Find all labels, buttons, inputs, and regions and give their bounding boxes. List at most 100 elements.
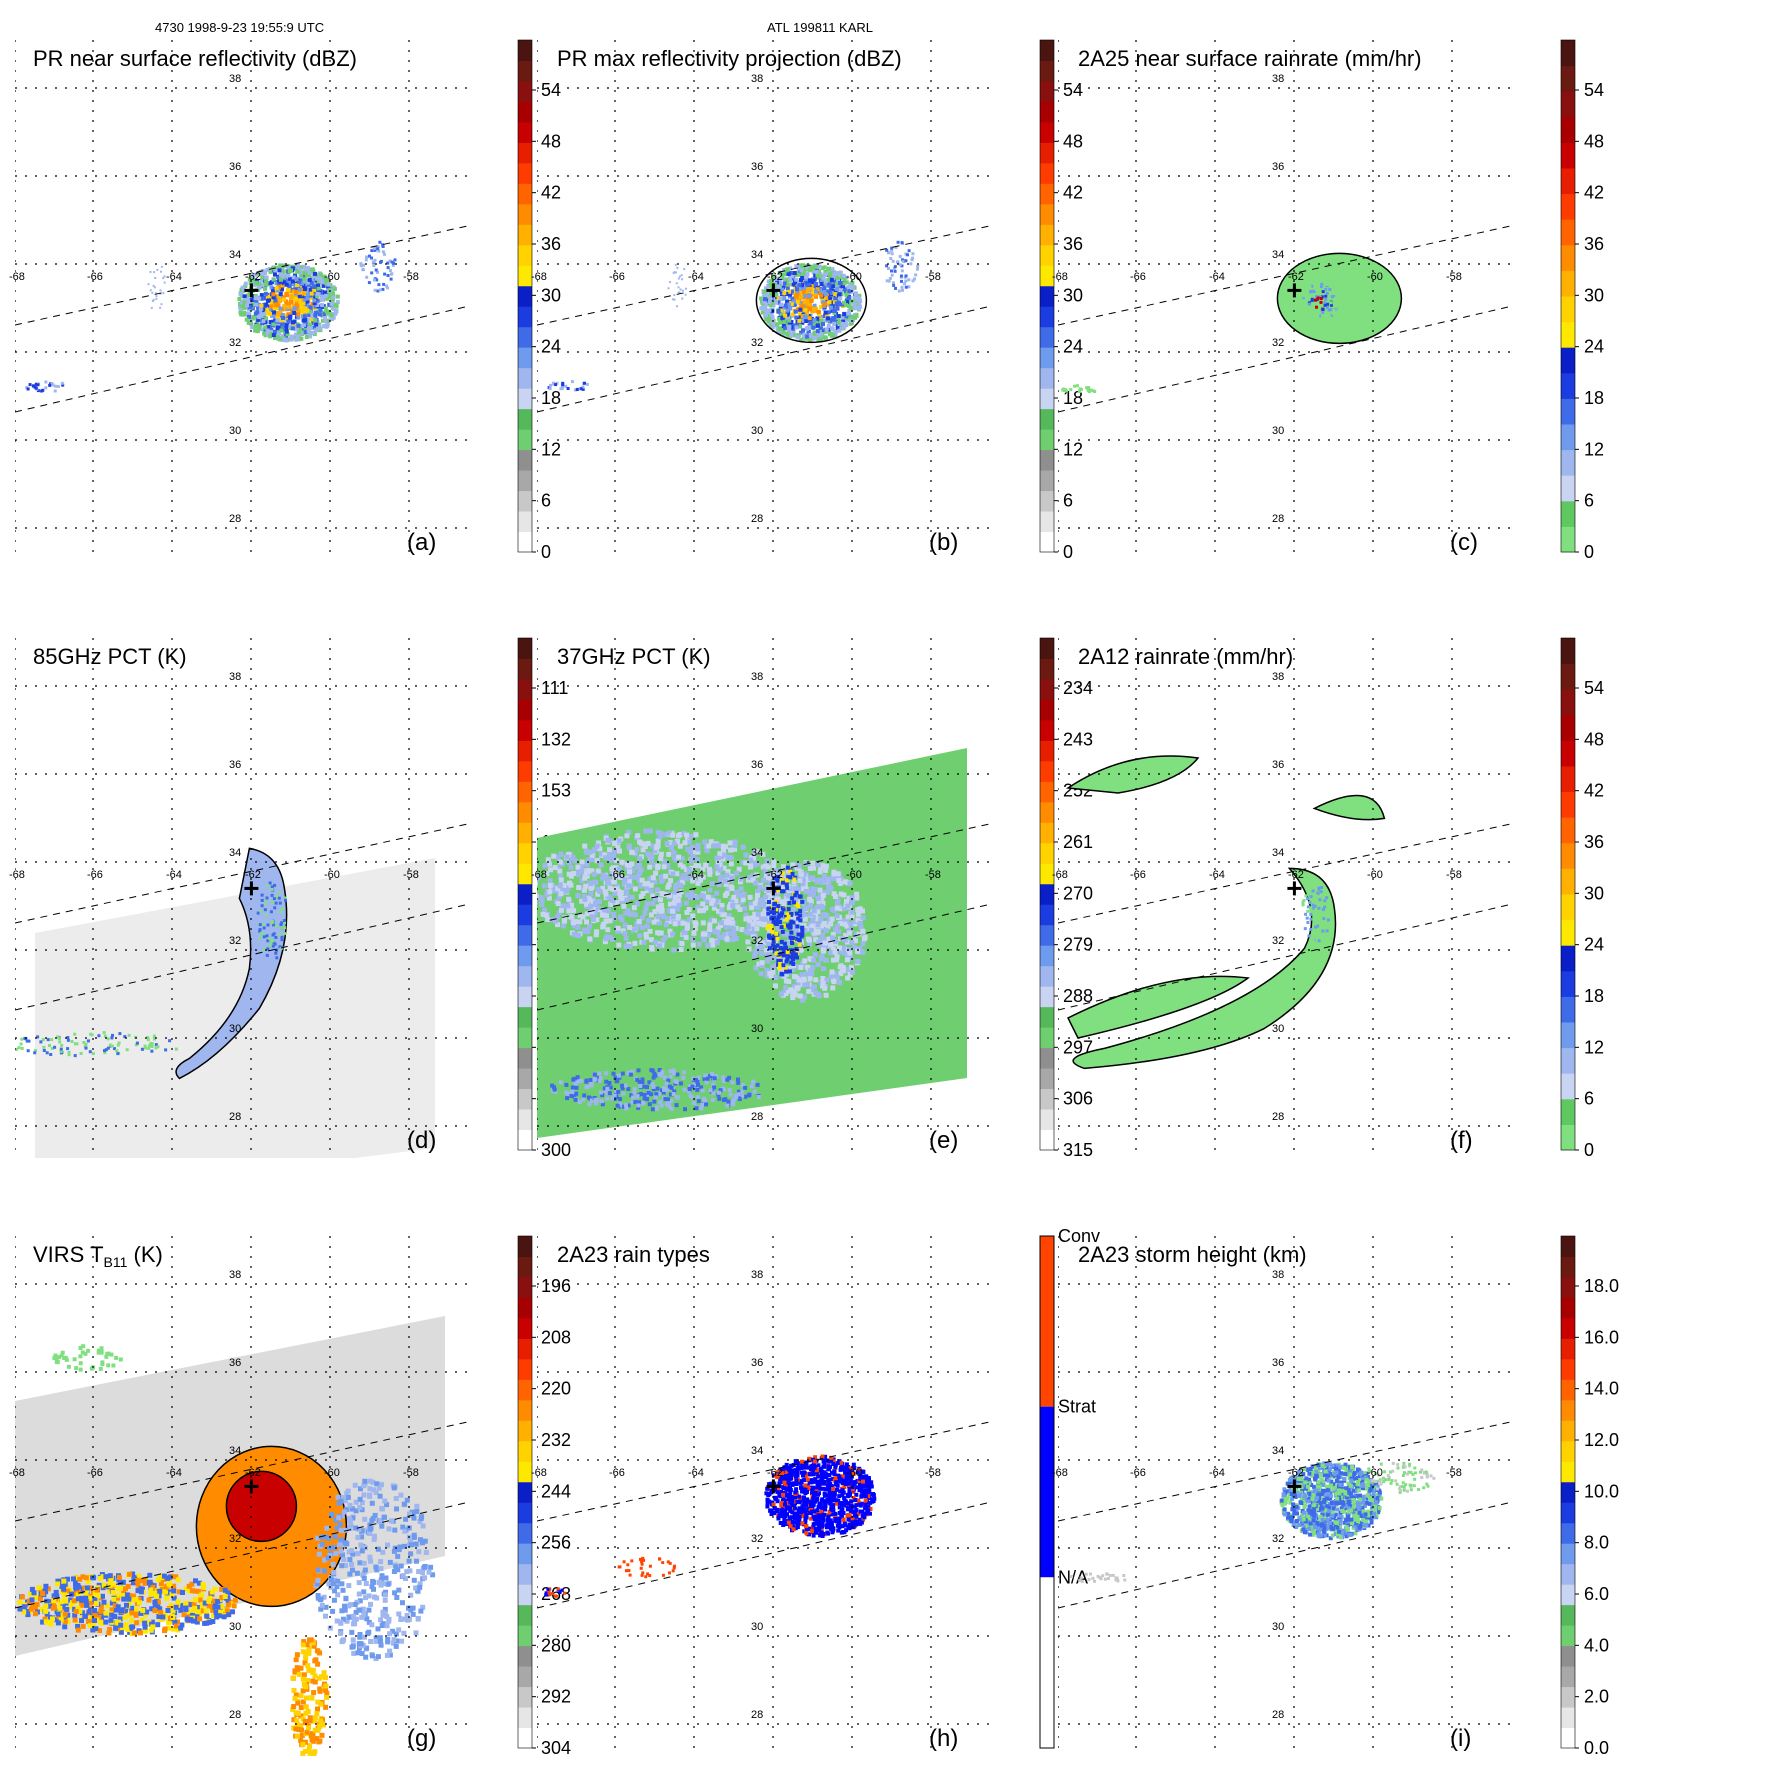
- field-pixel: [810, 266, 815, 271]
- field-pixel: [582, 896, 588, 902]
- colorbar-segment: [518, 326, 532, 348]
- field-pixel: [727, 840, 733, 846]
- storm-center-marker: [1287, 881, 1302, 896]
- field-pixel: [906, 253, 909, 257]
- field-pixel: [291, 289, 296, 294]
- field-pixel: [650, 1107, 655, 1112]
- field-pixel: [807, 896, 813, 902]
- field-pixel: [312, 285, 317, 289]
- field-pixel: [817, 312, 822, 317]
- field-pixel: [1295, 299, 1299, 303]
- field-pixel: [329, 313, 334, 317]
- field-pixel: [778, 956, 784, 962]
- field-pixel: [268, 330, 273, 335]
- field-pixel: [708, 1088, 713, 1093]
- colorbar-segment: [1040, 224, 1054, 246]
- colorbar-tick-label: 48: [1584, 131, 1604, 151]
- field-pixel: [24, 1037, 28, 1041]
- field-pixel: [309, 317, 314, 322]
- field-pixel: [73, 1032, 77, 1036]
- field-pixel: [1343, 292, 1347, 296]
- field-pixel: [330, 317, 334, 322]
- field-pixel: [704, 848, 710, 854]
- field-pixel: [696, 941, 702, 947]
- field-pixel: [803, 971, 809, 977]
- field-pixel: [823, 867, 829, 873]
- field-pixel: [1315, 320, 1319, 324]
- field-pixel: [755, 1082, 760, 1087]
- field-pixel: [802, 928, 808, 934]
- field-pixel: [838, 281, 842, 285]
- field-pixel: [737, 1097, 742, 1102]
- field-pixel: [254, 278, 259, 283]
- field-pixel: [265, 332, 270, 337]
- field-pixel: [791, 333, 796, 338]
- field-pixel: [717, 877, 723, 883]
- field-pixel: [305, 308, 310, 313]
- field-pixel: [727, 930, 733, 936]
- field-pixel: [787, 292, 792, 297]
- field-pixel: [67, 1050, 71, 1054]
- field-pixel: [571, 1077, 576, 1082]
- colorbar-segment: [1040, 531, 1054, 553]
- field-pixel: [721, 935, 727, 941]
- field-pixel: [841, 906, 847, 911]
- field-pixel: [667, 928, 673, 934]
- field-pixel: [826, 302, 831, 307]
- field-pixel: [831, 308, 836, 313]
- field-pixel: [569, 1094, 574, 1098]
- field-pixel: [1329, 308, 1333, 312]
- field-pixel: [838, 891, 844, 897]
- field-pixel: [709, 937, 715, 943]
- field-pixel: [627, 944, 633, 949]
- field-pixel: [820, 893, 826, 898]
- colorbar-segment: [1561, 919, 1575, 946]
- field-pixel: [618, 914, 623, 920]
- field-pixel: [669, 1107, 674, 1111]
- field-pixel: [780, 273, 785, 278]
- field-pixel: [657, 906, 663, 912]
- field-pixel: [798, 918, 803, 923]
- field-pixel: [826, 277, 831, 282]
- field-pixel: [283, 926, 287, 930]
- field-pixel: [838, 270, 843, 275]
- field-pixel: [584, 911, 590, 917]
- field-pixel: [888, 277, 892, 280]
- field-pixel: [830, 985, 836, 991]
- lon-tick-label: -68: [1052, 869, 1068, 881]
- field-pixel: [257, 282, 262, 287]
- field-pixel: [756, 940, 762, 946]
- field-pixel: [765, 940, 771, 946]
- field-pixel: [53, 389, 57, 393]
- field-pixel: [800, 287, 805, 292]
- field-pixel: [893, 265, 897, 269]
- field-pixel: [844, 957, 850, 963]
- field-pixel: [638, 883, 644, 889]
- colorbar-segment: [1561, 168, 1575, 195]
- field-pixel: [149, 271, 152, 273]
- field-pixel: [589, 852, 595, 858]
- field-pixel: [828, 295, 833, 300]
- field-pixel: [635, 872, 641, 878]
- field-pixel: [818, 288, 823, 293]
- colorbar-tick-label: 48: [1584, 729, 1604, 749]
- field-pixel: [265, 268, 270, 272]
- field-pixel: [680, 873, 686, 879]
- field-pixel: [320, 303, 325, 308]
- field-pixel: [758, 944, 763, 950]
- panel-letter: (b): [929, 529, 958, 556]
- field-pixel: [56, 385, 60, 388]
- field-pixel: [900, 264, 904, 268]
- field-pixel: [767, 900, 771, 904]
- field-pixel: [275, 895, 278, 899]
- field-pixel: [800, 929, 805, 934]
- field-pixel: [817, 264, 822, 269]
- field-pixel: [703, 905, 709, 911]
- field-pixel: [297, 283, 302, 288]
- field-pixel: [757, 937, 763, 942]
- field-pixel: [780, 327, 785, 332]
- field-pixel: [1308, 287, 1312, 291]
- field-pixel: [834, 304, 839, 308]
- field-pixel: [113, 1047, 116, 1051]
- field-pixel: [813, 937, 819, 943]
